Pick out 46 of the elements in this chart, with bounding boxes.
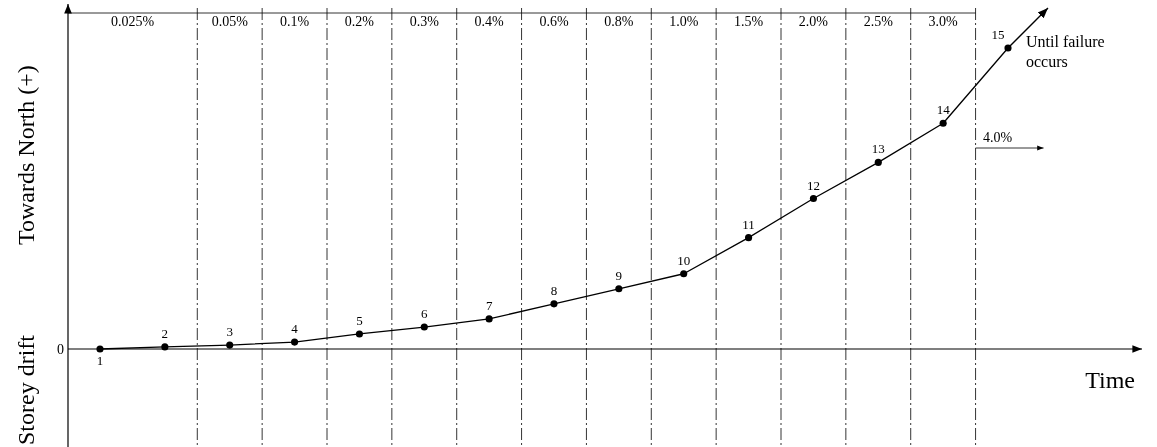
x-tick-label: 4 [291,321,299,337]
x-tick-label: 1 [96,353,104,368]
x-tick-label: 3 [226,324,233,340]
x-axis-title: Time [1085,367,1135,393]
x-tick-label: 10 [677,252,691,268]
x-tick-label: 11 [742,216,755,232]
point [615,285,623,293]
x-tick-label: 5 [356,312,363,328]
x-tick-label: 8 [550,282,558,298]
text: 0.8% [604,14,634,29]
text: 0.6% [539,14,569,29]
point [291,338,299,346]
text: 3.0% [928,14,959,29]
x-tick-label: 14 [936,102,951,118]
text: 0.05% [211,14,249,29]
text: 0.2% [344,14,375,29]
text: 2.5% [863,14,894,29]
point [809,194,817,203]
point [550,300,558,308]
point [485,315,493,323]
x-tick-label: 13 [871,141,885,157]
point [420,323,428,331]
text: 2.0% [798,14,829,29]
x-tick-label: 6 [421,306,429,322]
text: 1.5% [733,14,764,29]
text: Towards North (+) [13,65,39,245]
text: 0.4% [474,14,505,29]
y-axis-title: Storey drift [13,334,39,445]
point [745,234,753,242]
x-tick-label: 12 [806,177,820,193]
annotation: Until failure occurs [1026,33,1105,70]
x-tick-label: 7 [485,297,493,313]
text: 1.0% [669,14,699,29]
x-tick-label: 15 [991,27,1005,42]
text: 0.3% [409,14,440,29]
text: 0.1% [279,14,310,29]
text: 0.025% [111,14,155,29]
x-tick-label: 2 [161,325,169,341]
point [680,270,688,278]
point [355,330,363,338]
point [1004,44,1012,52]
text: 0 [57,342,64,357]
point [874,158,882,166]
annotation: 4.0% [982,130,1013,145]
point [939,119,947,127]
x-tick-label: 9 [615,267,623,283]
